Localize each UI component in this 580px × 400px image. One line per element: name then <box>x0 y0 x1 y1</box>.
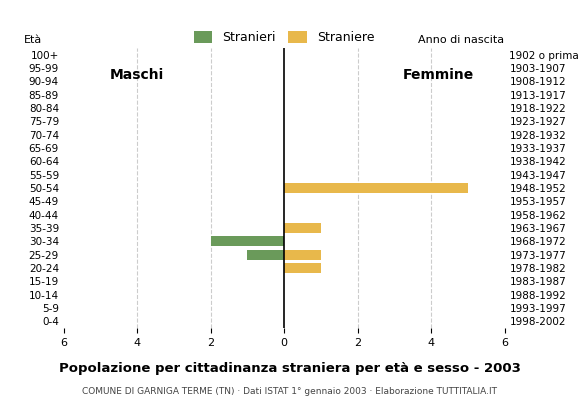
Text: COMUNE DI GARNIGA TERME (TN) · Dati ISTAT 1° gennaio 2003 · Elaborazione TUTTITA: COMUNE DI GARNIGA TERME (TN) · Dati ISTA… <box>82 387 498 396</box>
Bar <box>284 263 321 273</box>
Bar <box>284 250 321 260</box>
Bar <box>211 236 284 246</box>
Text: Popolazione per cittadinanza straniera per età e sesso - 2003: Popolazione per cittadinanza straniera p… <box>59 362 521 375</box>
Bar <box>248 250 284 260</box>
Bar <box>284 223 321 233</box>
Bar <box>284 183 468 193</box>
Text: Età: Età <box>24 35 42 45</box>
Text: Maschi: Maschi <box>110 68 164 82</box>
Legend: Stranieri, Straniere: Stranieri, Straniere <box>188 26 380 49</box>
Text: Anno di nascita: Anno di nascita <box>419 35 505 45</box>
Text: Femmine: Femmine <box>403 68 474 82</box>
